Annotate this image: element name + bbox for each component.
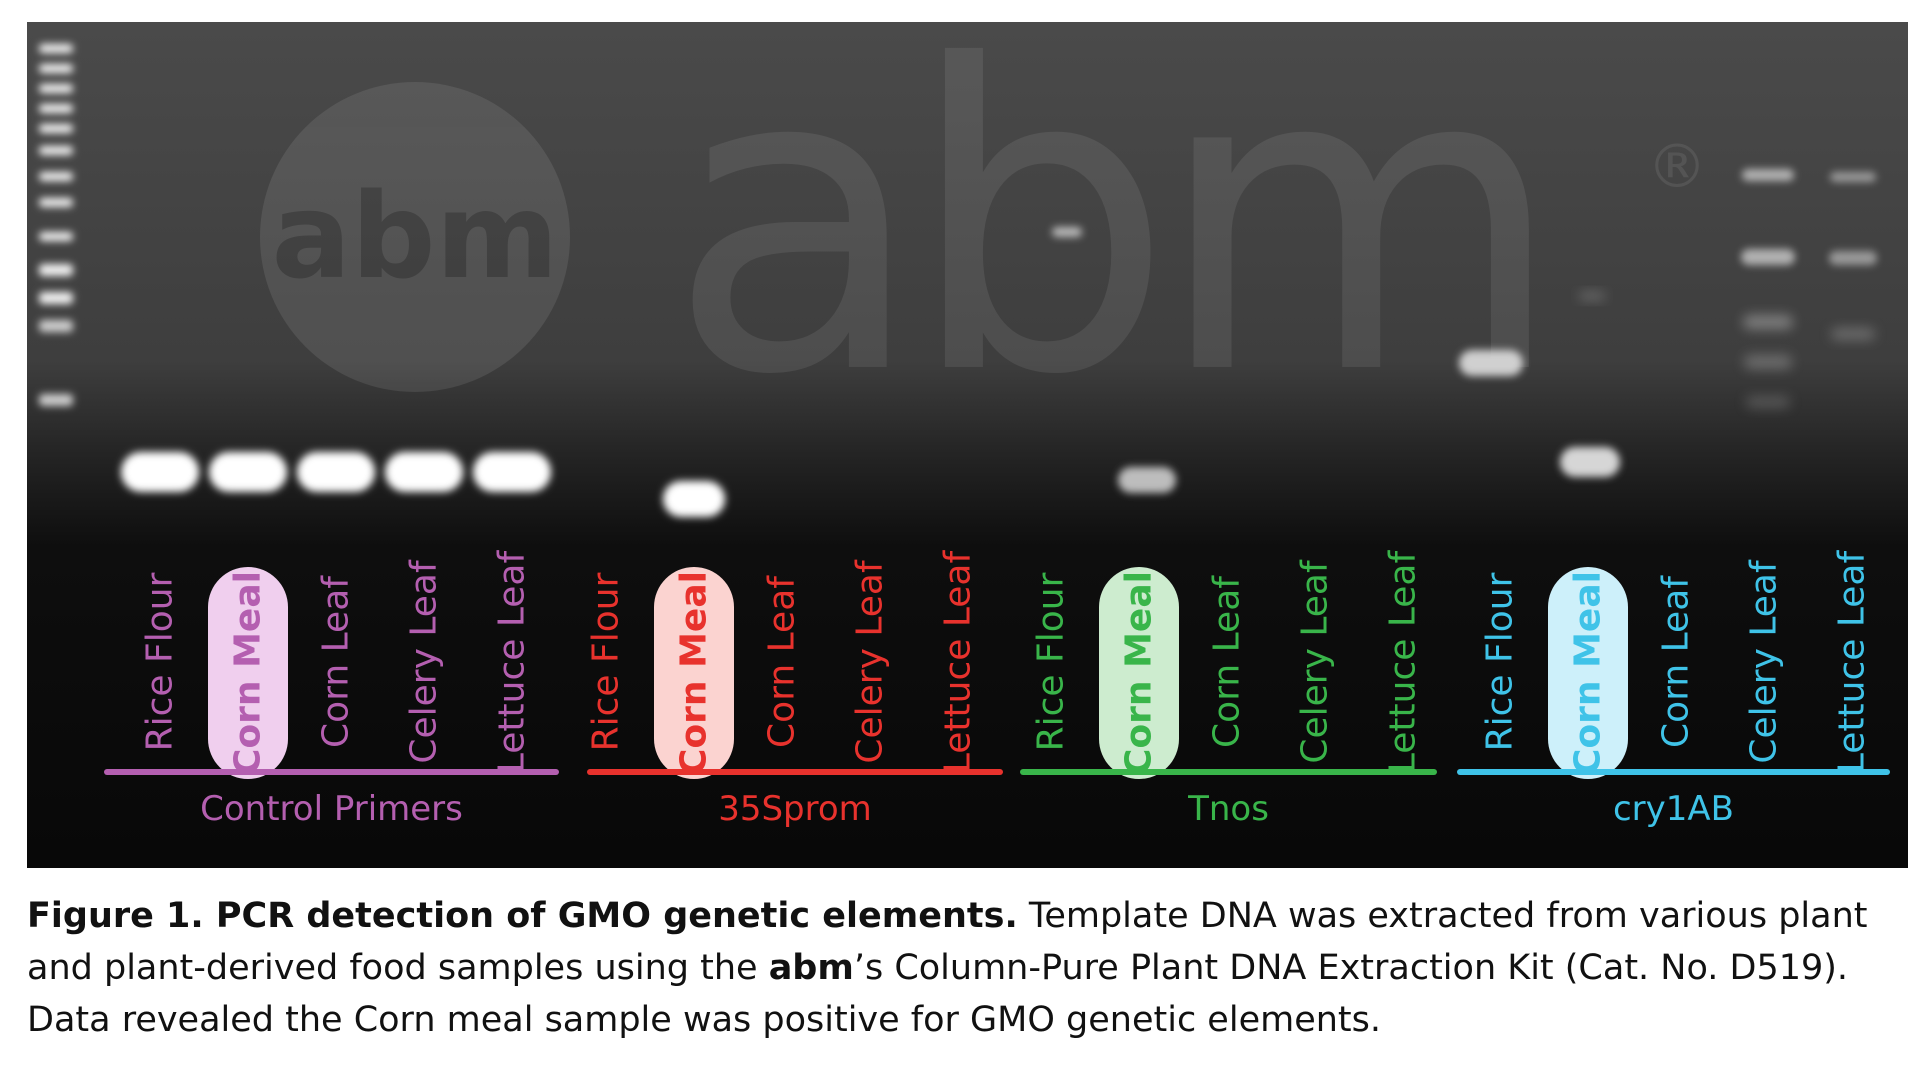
ladder-band — [39, 146, 73, 155]
gel-band — [1741, 249, 1795, 265]
ladder-band — [39, 84, 73, 93]
gel-band — [1052, 227, 1082, 237]
gel-band — [209, 452, 287, 492]
gel-band — [1744, 355, 1792, 369]
ladder-band — [39, 172, 73, 181]
gel-band — [1459, 350, 1523, 376]
lane-label: Lettuce Leaf — [1831, 550, 1873, 774]
lane-label: Corn Leaf — [1655, 576, 1697, 748]
gel-image: abm abm ® — [27, 22, 1908, 868]
lane-label: Corn Leaf — [761, 576, 803, 748]
gel-band — [1560, 447, 1620, 477]
gel-band — [297, 452, 375, 492]
gel-band — [1579, 292, 1605, 300]
group-name: Tnos — [1188, 789, 1269, 829]
lane-label: Celery Leaf — [1743, 560, 1785, 764]
ladder-band — [39, 198, 73, 207]
group-name: Control Primers — [200, 789, 463, 829]
gel-bands — [121, 169, 1877, 517]
caption-title: Figure 1. PCR detection of GMO genetic e… — [27, 896, 1018, 936]
ladder-band — [39, 292, 73, 304]
group-name: cry1AB — [1612, 789, 1735, 829]
group-name: 35Sprom — [718, 789, 872, 829]
highlight-pill — [654, 567, 734, 779]
lane-label: Corn Leaf — [1206, 576, 1248, 748]
ladder-band — [39, 232, 73, 241]
figure-caption: Figure 1. PCR detection of GMO genetic e… — [27, 890, 1902, 1046]
lane-label: Rice Flour — [1479, 572, 1521, 752]
dna-ladder — [39, 44, 73, 406]
lane-label: Corn Meal — [1567, 571, 1609, 775]
gel-band — [473, 452, 551, 492]
caption-text-2: ’s Column-Pure Plant DNA Extraction Kit … — [27, 948, 1849, 1040]
lane-label: Corn Meal — [227, 571, 269, 775]
ladder-band — [39, 320, 73, 332]
lane-label: Lettuce Leaf — [1382, 550, 1424, 774]
lane-label: Lettuce Leaf — [491, 550, 533, 774]
gel-band — [1746, 396, 1790, 408]
ladder-band — [39, 64, 73, 73]
ladder-band — [39, 264, 73, 276]
gel-band — [1829, 251, 1877, 265]
gel-band — [1118, 467, 1176, 493]
ladder-band — [39, 394, 73, 406]
lane-label: Lettuce Leaf — [937, 550, 979, 774]
lane-label: Celery Leaf — [403, 560, 445, 764]
lane-label: Celery Leaf — [849, 560, 891, 764]
caption-text-1: Template DNA was extracted from various … — [27, 896, 1868, 988]
abm-watermark: abm — [260, 82, 570, 392]
watermark-small-text: abm — [271, 167, 558, 305]
ladder-band — [39, 44, 73, 53]
watermark-large-text: abm — [667, 22, 1546, 467]
group-underline — [1457, 769, 1890, 775]
gel-band — [1743, 315, 1793, 329]
highlight-pill — [208, 567, 288, 779]
lane-label: Rice Flour — [139, 572, 181, 752]
group-underline — [104, 769, 559, 775]
gel-band — [1830, 172, 1876, 182]
caption-brand: abm — [768, 948, 854, 988]
gel-band — [121, 452, 199, 492]
lane-label: Celery Leaf — [1294, 560, 1336, 764]
ladder-band — [39, 104, 73, 113]
lane-label: Corn Leaf — [315, 576, 357, 748]
lane-label: Corn Meal — [1118, 571, 1160, 775]
gel-band — [1831, 328, 1875, 340]
lane-label: Rice Flour — [585, 572, 627, 752]
gel-band — [1742, 169, 1794, 181]
highlight-pill — [1548, 567, 1628, 779]
gel-figure: abm abm ® Rice Flour Corn Meal Corn Leaf Ce… — [27, 22, 1908, 868]
ladder-band — [39, 124, 73, 133]
highlight-pill — [1099, 567, 1179, 779]
gel-band — [385, 452, 463, 492]
gel-band — [663, 481, 725, 517]
lane-label: Rice Flour — [1030, 572, 1072, 752]
abm-watermark-large: abm ® — [667, 22, 1707, 467]
group-underline — [587, 769, 1003, 775]
lane-label: Corn Meal — [673, 571, 715, 775]
group-underline — [1020, 769, 1437, 775]
watermark-registered: ® — [1647, 132, 1707, 202]
